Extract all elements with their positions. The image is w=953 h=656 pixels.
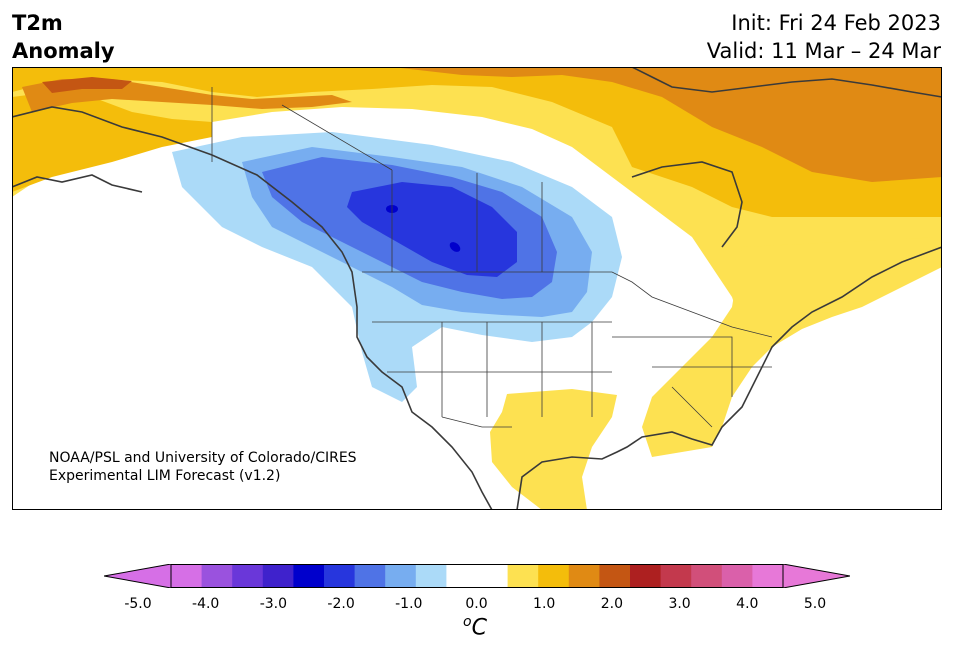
coastlines (12, 67, 942, 510)
colorbar-segment (752, 564, 784, 588)
colorbar-segment (415, 564, 447, 588)
colorbar-tick-label: -2.0 (327, 596, 355, 612)
colorbar-segment (630, 564, 662, 588)
anomaly-map (12, 67, 942, 510)
valid-range: Valid: 11 Mar – 24 Mar (706, 39, 941, 63)
colorbar-segment (171, 564, 203, 588)
colorbar-tick-label: -4.0 (192, 596, 220, 612)
colorbar-frame (170, 564, 784, 588)
map-frame (12, 67, 942, 510)
colorbar-segment (538, 564, 570, 588)
map-title: T2m Anomaly (12, 9, 115, 65)
anomaly-pos0_5-east (642, 237, 942, 457)
colorbar-tick-label: 0.0 (465, 596, 488, 612)
forecast-dates: Init: Fri 24 Feb 2023 Valid: 11 Mar – 24… (707, 9, 941, 65)
init-date: Init: Fri 24 Feb 2023 (731, 11, 941, 35)
colorbar-segment (293, 564, 325, 588)
colorbar-segment (477, 564, 509, 588)
colorbar-tick-label: 5.0 (803, 596, 827, 612)
colorbar-tick-label: 4.0 (736, 596, 759, 612)
colorbar-segment (354, 564, 386, 588)
credit-line-1: NOAA/PSL and University of Colorado/CIRE… (49, 450, 357, 466)
variable-subtitle: Anomaly (12, 39, 115, 63)
colorbar (104, 564, 850, 588)
unit-celsius: C (471, 615, 487, 641)
colorbar-segment (201, 564, 233, 588)
colorbar-tick-label: -3.0 (259, 596, 288, 612)
credit-text: NOAA/PSL and University of Colorado/CIRE… (49, 449, 357, 485)
colorbar-extend-max (782, 564, 850, 588)
anomaly-pos2-alaska (42, 77, 132, 93)
colorbar-segment (507, 564, 539, 588)
colorbar-tick-label: 1.0 (533, 596, 556, 612)
colorbar-tick-labels: -5.0 -4.0 -3.0 -2.0 -1.0 0.0 1.0 2.0 3.0 4.0 5.0 (0, 596, 953, 616)
variable-name: T2m (12, 11, 63, 35)
colorbar-segment (721, 564, 753, 588)
colorbar-segment (660, 564, 692, 588)
credit-line-2: Experimental LIM Forecast (v1.2) (49, 468, 281, 484)
colorbar-extend-min (104, 564, 172, 588)
anomaly-pos1_5-arctic (392, 67, 942, 182)
colorbar-segment (568, 564, 600, 588)
colorbar-tick-label: -1.0 (395, 596, 423, 612)
colorbar-segment (232, 564, 264, 588)
colorbar-tick-label: 3.0 (668, 596, 691, 612)
colorbar-segment (324, 564, 356, 588)
colorbar-segment (446, 564, 478, 588)
colorbar-tick-label: -5.0 (124, 596, 152, 612)
anomaly-neg2_5-core-east (449, 242, 461, 252)
colorbar-unit: oC (463, 614, 487, 640)
political-borders (211, 87, 773, 428)
colorbar-segment (599, 564, 631, 588)
colorbar-tick-label: 2.0 (600, 596, 624, 612)
colorbar-segment (385, 564, 417, 588)
colorbar-segment (691, 564, 723, 588)
unit-degree: o (463, 614, 472, 630)
colorbar-segment (262, 564, 294, 588)
anomaly-pos1-alaska (12, 92, 212, 192)
